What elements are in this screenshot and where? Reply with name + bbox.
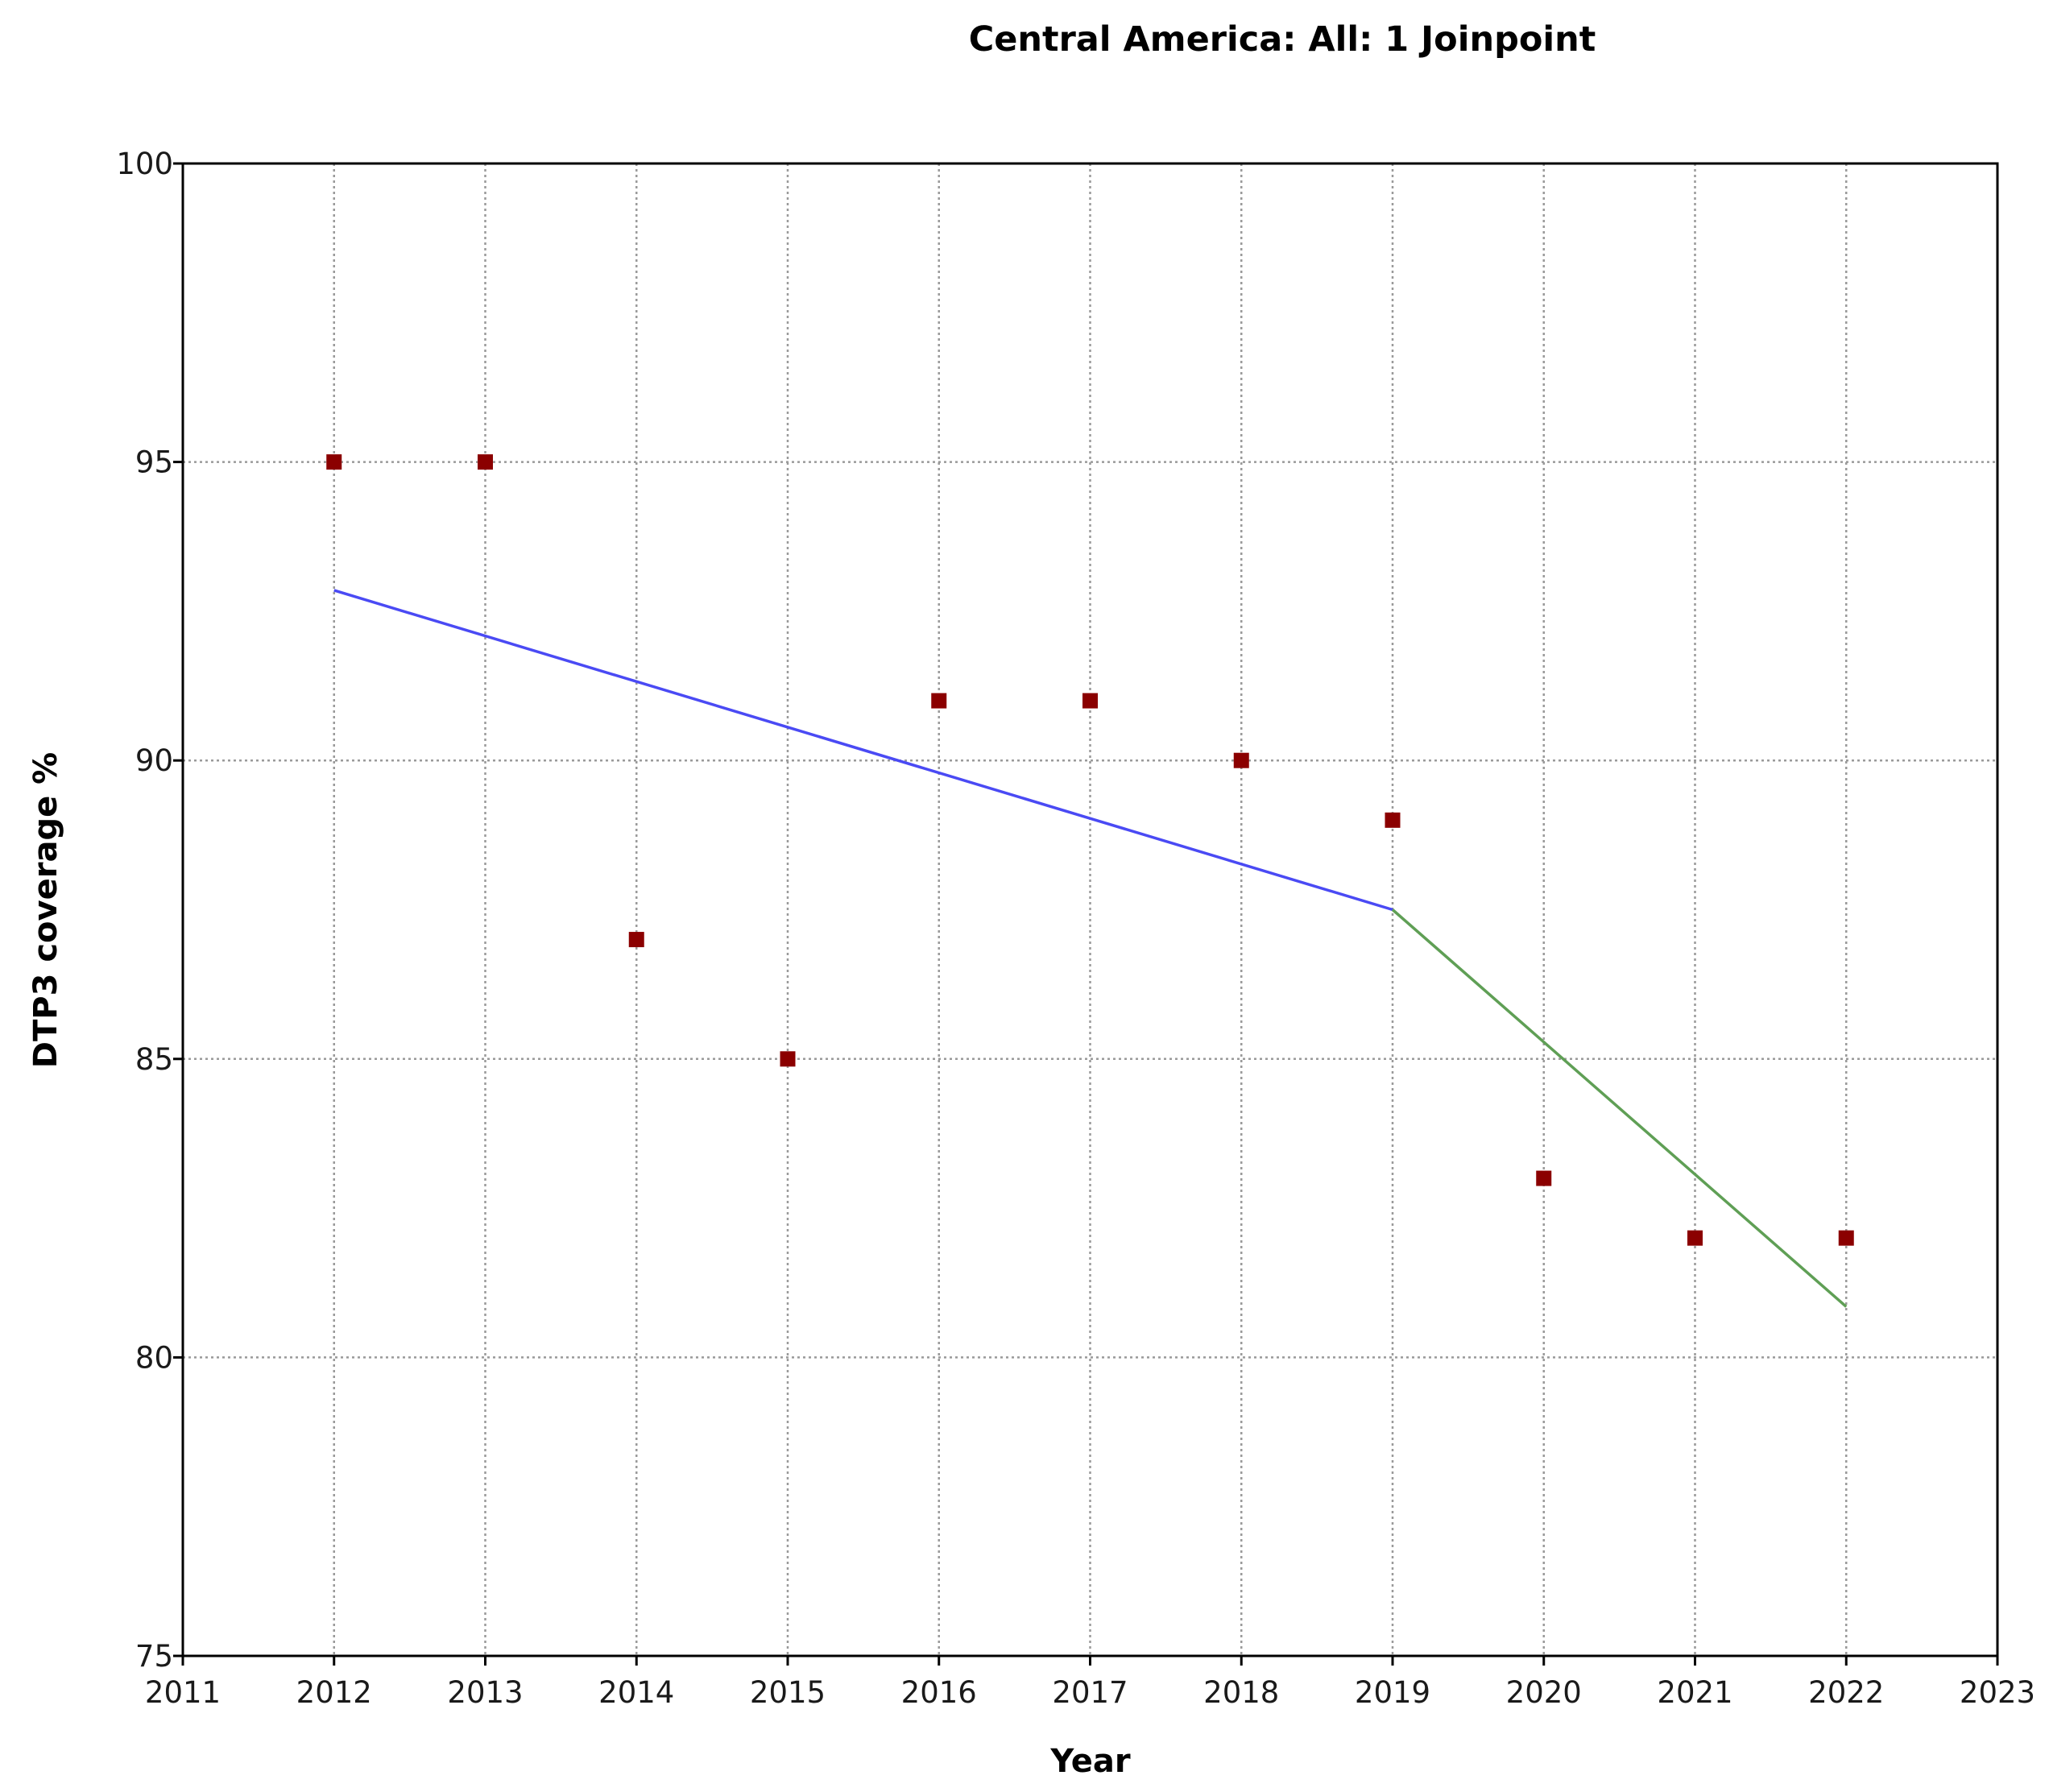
y-tick-label: 100 [116, 147, 173, 181]
x-axis-label: Year [1049, 1743, 1130, 1780]
y-tick-label: 75 [135, 1639, 173, 1674]
data-point [478, 454, 493, 470]
grid [183, 163, 1997, 1656]
trend-segments [333, 589, 1848, 1308]
chart-title: Central America: All: 1 Joinpoint [969, 19, 1596, 60]
y-axis-label: DTP3 coverage % [27, 752, 64, 1068]
x-tick-label: 2011 [145, 1675, 221, 1710]
data-point [1687, 1230, 1703, 1246]
data-point [1233, 752, 1249, 768]
y-tick-label: 80 [135, 1340, 173, 1375]
data-point [326, 454, 342, 470]
data-points [326, 454, 1854, 1246]
y-tick-label: 95 [135, 445, 173, 480]
x-tick-label: 2017 [1052, 1675, 1128, 1710]
trend-segment-2 [1391, 908, 1848, 1308]
data-point [1082, 693, 1098, 709]
x-tick-label: 2014 [598, 1675, 674, 1710]
x-tick-label: 2013 [447, 1675, 523, 1710]
x-tick-label: 2020 [1506, 1675, 1582, 1710]
x-tick-label: 2018 [1203, 1675, 1279, 1710]
data-point [1838, 1230, 1854, 1246]
x-tick-label: 2022 [1808, 1675, 1884, 1710]
y-tick-label: 85 [135, 1042, 173, 1077]
data-point [780, 1051, 796, 1067]
trend-segment-1 [333, 589, 1393, 912]
axis-ticks: 2011 2012 2013 2014 2015 2016 2017 2018 2019 2020… [116, 147, 2035, 1710]
x-tick-label: 2015 [750, 1675, 826, 1710]
x-tick-label: 2016 [901, 1675, 977, 1710]
data-point [1385, 812, 1401, 828]
data-point [931, 693, 947, 709]
x-tick-label: 2021 [1657, 1675, 1732, 1710]
x-tick-label: 2019 [1355, 1675, 1430, 1710]
data-point [1536, 1170, 1552, 1186]
y-tick-label: 90 [135, 743, 173, 778]
x-tick-label: 2012 [296, 1675, 372, 1710]
x-tick-label: 2023 [1960, 1675, 2035, 1710]
data-point [628, 932, 644, 948]
